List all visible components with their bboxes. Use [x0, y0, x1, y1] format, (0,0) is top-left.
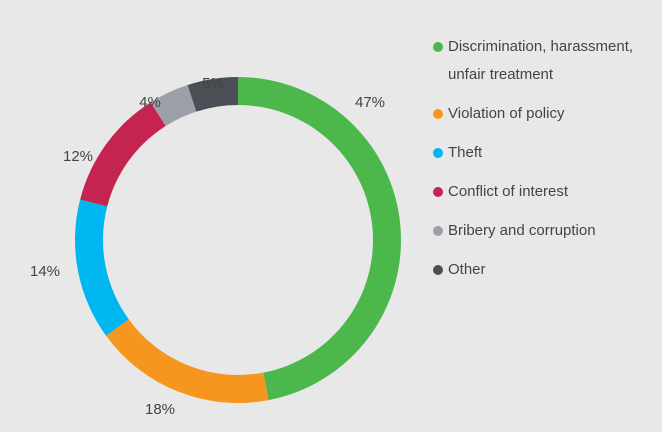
legend-item: Theft	[432, 139, 657, 167]
legend-label: Other	[448, 261, 486, 278]
legend-label: Bribery and corruption	[448, 222, 596, 239]
data-label: 14%	[30, 263, 60, 280]
data-label: 4%	[139, 94, 161, 111]
legend-swatch	[433, 42, 443, 52]
legend-label: Violation of policy	[448, 105, 565, 122]
legend-label: Theft	[448, 144, 483, 161]
donut-segment	[80, 102, 166, 207]
legend-label: Conflict of interest	[448, 183, 569, 200]
legend-swatch	[433, 226, 443, 236]
legend-swatch	[433, 109, 443, 119]
donut-segment	[187, 77, 238, 112]
legend-item: Bribery and corruption	[432, 217, 657, 245]
data-label: 5%	[202, 75, 224, 92]
donut-segment	[150, 84, 197, 127]
legend-label: Discrimination, harassment, unfair treat…	[448, 38, 634, 83]
data-label: 47%	[355, 94, 385, 111]
donut-segment	[106, 319, 269, 403]
legend: Discrimination, harassment, unfair treat…	[432, 33, 657, 295]
legend-item: Conflict of interest	[432, 178, 657, 206]
donut-segment	[74, 199, 129, 336]
donut-segment	[238, 77, 401, 401]
data-label: 18%	[145, 401, 175, 418]
legend-swatch	[433, 187, 443, 197]
data-label: 12%	[63, 148, 93, 165]
legend-item: Violation of policy	[432, 100, 657, 128]
legend-item: Other	[432, 256, 657, 284]
legend-swatch	[433, 265, 443, 275]
legend-item: Discrimination, harassment, unfair treat…	[432, 33, 657, 89]
legend-swatch	[433, 148, 443, 158]
